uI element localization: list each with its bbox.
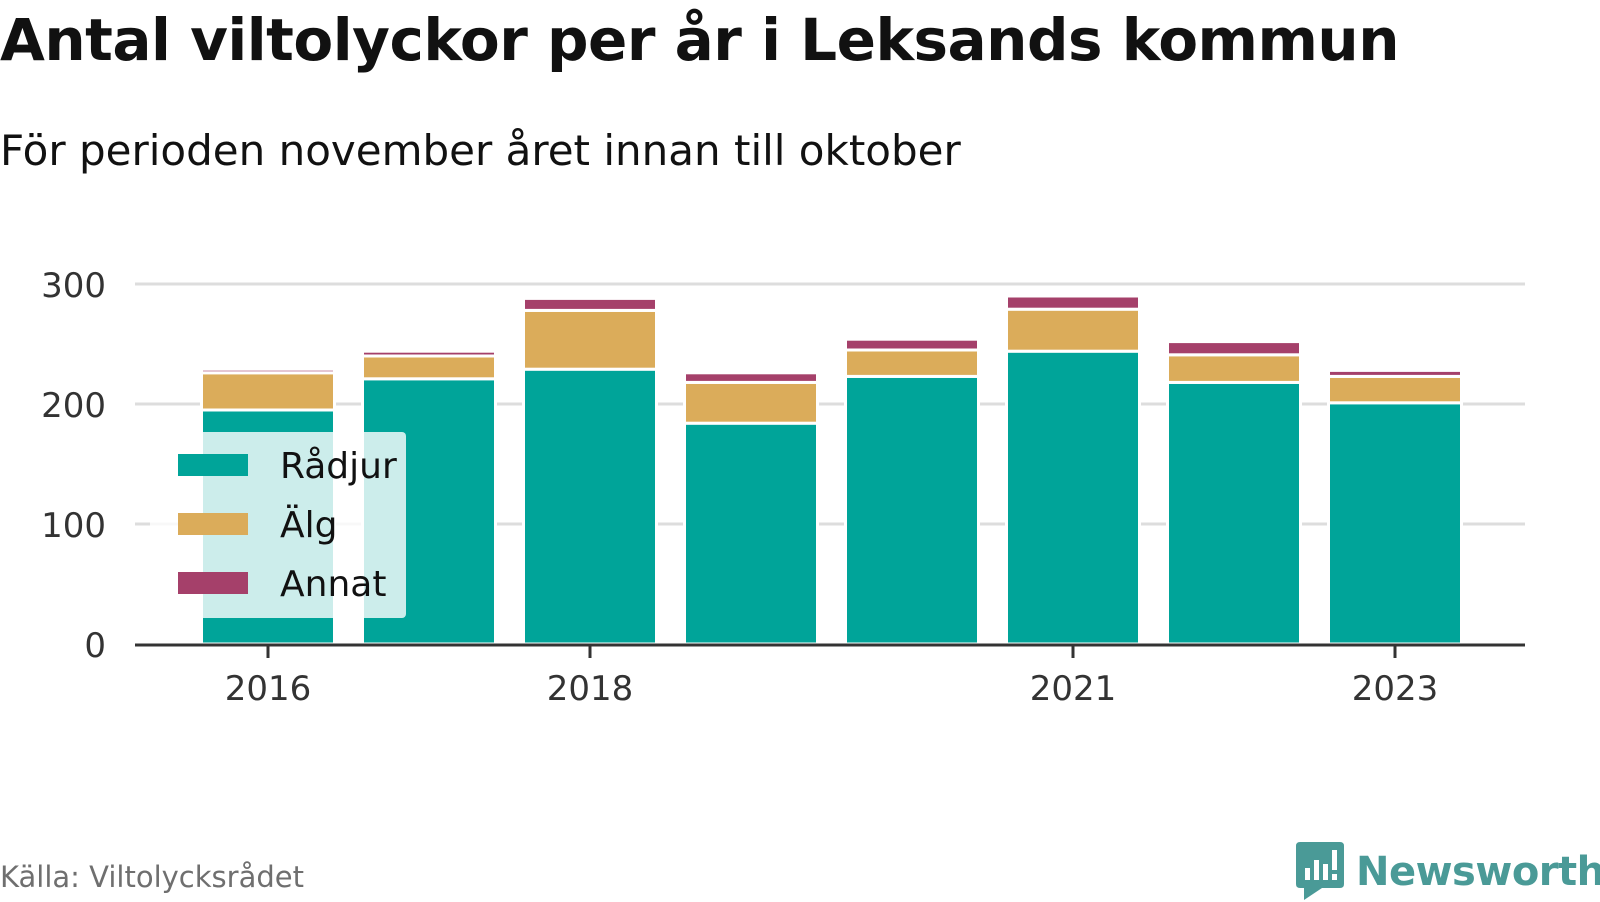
bar-segment-annat: [683, 371, 819, 384]
bar-segment-rdjur: [1166, 380, 1302, 646]
bar-segment-annat: [1005, 294, 1141, 311]
stacked-bar-chart: 0 100 200 300 2016 2018 2021 2023 Rådjur Älg Anna…: [41, 266, 1525, 709]
brand-name: Newsworthy: [1356, 849, 1600, 895]
bar-segment-annat: [844, 337, 980, 352]
bar-segment-rdjur: [1005, 349, 1141, 646]
legend-label: Annat: [280, 564, 386, 605]
legend-box: [150, 432, 406, 618]
y-tick-label: 0: [84, 626, 106, 666]
chart-subtitle: För perioden november året innan till ok…: [0, 126, 961, 175]
bar-segment-rdjur: [522, 367, 658, 646]
bar-segment-annat: [1327, 368, 1463, 378]
bar-segment-lg: [1005, 307, 1141, 353]
y-tick-label: 200: [41, 386, 106, 426]
bar-segment-annat: [522, 296, 658, 312]
legend-label: Rådjur: [280, 446, 397, 487]
chart-title: Antal viltolyckor per år i Leksands komm…: [0, 6, 1400, 74]
source-note: Källa: Viltolycksrådet: [0, 860, 304, 894]
x-tick-label: 2023: [1352, 669, 1439, 709]
bar-segment-lg: [1327, 374, 1463, 405]
bar-segment-annat: [361, 349, 497, 358]
bar-segment-annat: [200, 367, 336, 375]
newsworthy-logo-icon: [1296, 842, 1344, 900]
x-tick-label: 2018: [547, 669, 634, 709]
bar-segment-lg: [522, 308, 658, 371]
bar-segment-annat: [1166, 340, 1302, 357]
x-tick-label: 2021: [1030, 669, 1117, 709]
y-tick-label: 300: [41, 266, 106, 306]
bar-segment-rdjur: [844, 374, 980, 646]
bar-segment-lg: [1166, 353, 1302, 384]
axes: 0 100 200 300 2016 2018 2021 2023: [41, 266, 1525, 709]
y-tick-label: 100: [41, 506, 106, 546]
legend-swatch: [178, 572, 248, 594]
brand-logo: Newsworthy: [1294, 842, 1600, 902]
bar-segment-lg: [200, 371, 336, 412]
bar-segment-lg: [683, 380, 819, 425]
legend: Rådjur Älg Annat: [150, 432, 406, 618]
legend-swatch: [178, 454, 248, 476]
x-tick-label: 2016: [225, 669, 312, 709]
bar-segment-lg: [844, 348, 980, 378]
bar-segment-lg: [361, 354, 497, 381]
legend-label: Älg: [280, 504, 337, 546]
legend-swatch: [178, 513, 248, 535]
bar-segment-rdjur: [683, 421, 819, 646]
bar-segment-rdjur: [1327, 401, 1463, 646]
